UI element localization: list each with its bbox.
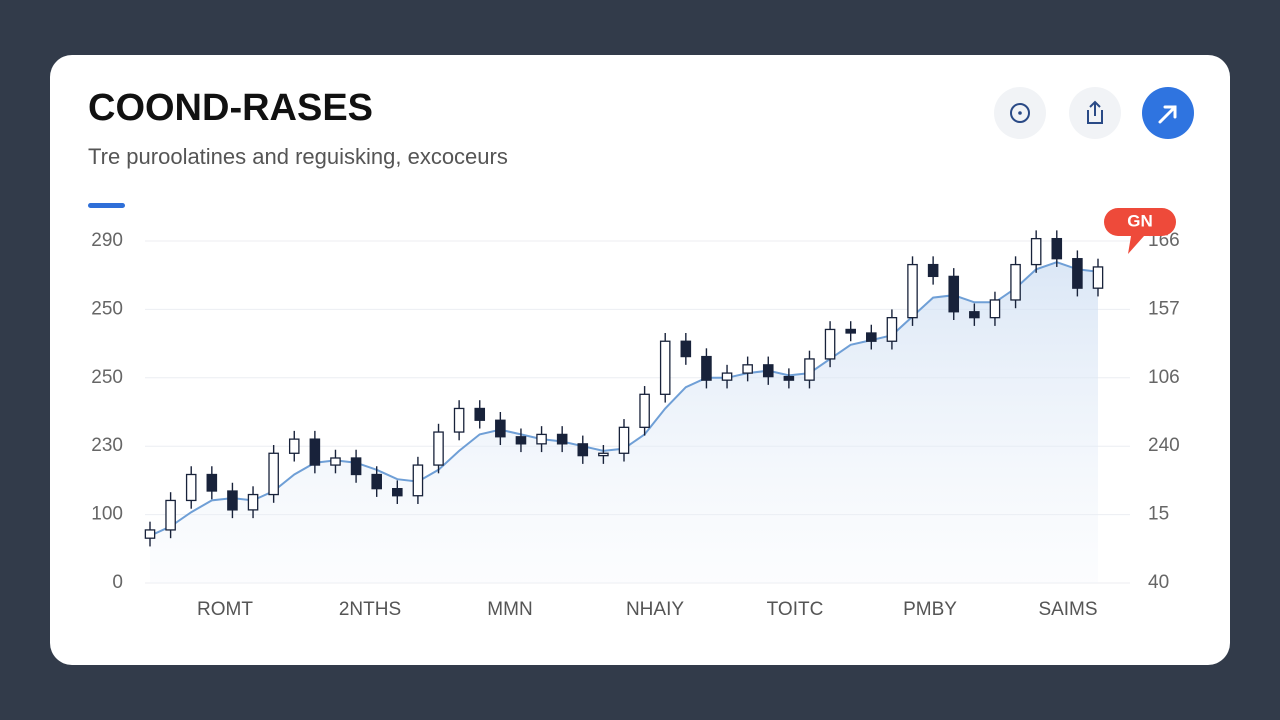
- candle-body: [680, 340, 692, 358]
- candle-body: [556, 433, 568, 445]
- candle-body: [783, 375, 795, 381]
- candle-body: [350, 457, 362, 476]
- candle-body: [1030, 237, 1042, 266]
- info-button[interactable]: [994, 87, 1046, 139]
- y2-tick-label: 106: [1148, 367, 1180, 388]
- candle-body: [247, 493, 259, 511]
- candle-body: [907, 263, 918, 319]
- y-tick-label: 250: [91, 367, 123, 388]
- candle-body: [330, 457, 341, 466]
- open-button[interactable]: [1142, 87, 1194, 139]
- x-tick-label: NHAIY: [626, 599, 684, 620]
- x-tick-label: MMN: [487, 599, 532, 620]
- candle-body: [474, 407, 486, 421]
- candle-body: [598, 452, 609, 457]
- y-tick-label: 290: [91, 230, 123, 251]
- candle-body: [948, 275, 960, 313]
- candle-body: [1092, 266, 1104, 289]
- y2-tick-label: 40: [1148, 572, 1169, 593]
- candle-body: [165, 499, 176, 531]
- candle-body: [206, 473, 218, 492]
- candle-body: [144, 529, 156, 539]
- candle-body: [659, 340, 671, 395]
- candle-body: [762, 364, 774, 378]
- y-tick-label: 230: [91, 435, 123, 456]
- candle-body: [495, 419, 506, 438]
- x-tick-label: SAIMS: [1038, 599, 1097, 620]
- x-tick-label: ROMT: [197, 599, 253, 620]
- x-tick-label: 2NTHS: [339, 599, 401, 620]
- candle-body: [1010, 263, 1021, 301]
- candle-body: [536, 433, 547, 445]
- x-tick-label: PMBY: [903, 599, 957, 620]
- candle-body: [824, 328, 836, 360]
- candle-body: [577, 443, 589, 457]
- candle-body: [185, 473, 197, 502]
- candle-body: [288, 438, 300, 454]
- share-button[interactable]: [1069, 87, 1121, 139]
- candle-body: [989, 299, 1001, 319]
- x-tick-label: TOITC: [767, 599, 824, 620]
- y2-tick-label: 15: [1148, 504, 1169, 525]
- candle-body: [453, 407, 465, 433]
- candle-body: [927, 263, 939, 278]
- subtitle: Tre puroolatines and reguisking, excoceu…: [88, 144, 508, 169]
- badge: GN: [1104, 208, 1176, 254]
- y2-tick-label: 240: [1148, 435, 1180, 456]
- candle-body: [309, 438, 321, 466]
- candle-body: [1051, 237, 1063, 260]
- candle-body: [392, 488, 403, 497]
- candle-body: [969, 311, 980, 319]
- candle-body: [701, 355, 712, 381]
- candle-body: [371, 473, 382, 490]
- candle-body: [742, 364, 753, 374]
- tab-indicator: [88, 203, 125, 208]
- candle-body: [515, 436, 527, 445]
- candle-body: [433, 431, 444, 466]
- candle-body: [412, 464, 424, 497]
- title: COOND-RASES: [88, 87, 373, 129]
- candle-body: [886, 317, 898, 342]
- candle-body: [618, 426, 630, 454]
- average-area: [150, 262, 1098, 583]
- candle-body: [639, 393, 650, 428]
- badge-label: GN: [1127, 211, 1153, 230]
- candle-body: [1072, 258, 1083, 289]
- candle-body: [845, 328, 856, 334]
- y-tick-label: 100: [91, 504, 123, 525]
- candle-body: [268, 452, 279, 496]
- candle-body: [721, 372, 733, 381]
- y-tick-label: 0: [112, 572, 123, 593]
- candle-body: [227, 490, 238, 511]
- candle-body: [804, 358, 815, 381]
- candle-body: [866, 332, 877, 342]
- y-tick-label: 250: [91, 298, 123, 319]
- y2-tick-label: 157: [1148, 298, 1180, 319]
